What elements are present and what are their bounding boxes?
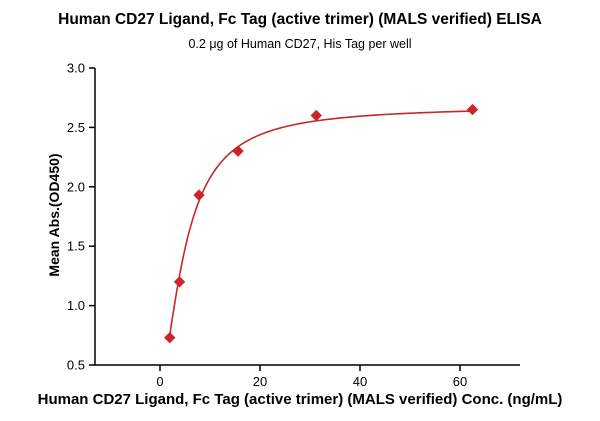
axis-lines (94, 68, 520, 366)
x-tick-label: 0 (156, 374, 163, 389)
y-tick-label: 1.5 (67, 239, 85, 254)
data-point-marker (310, 109, 322, 122)
x-axis-label: Human CD27 Ligand, Fc Tag (active trimer… (37, 391, 563, 408)
chart-subtitle: 0.2 μg of Human CD27, His Tag per well (188, 37, 412, 51)
data-point-marker (164, 331, 176, 344)
x-tick-label: 20 (253, 374, 267, 389)
data-point-marker (193, 189, 205, 201)
y-tick-label: 1.0 (67, 298, 85, 313)
x-tick-label: 60 (453, 374, 467, 389)
y-tick-label: 0.5 (67, 358, 85, 373)
fit-curve (168, 110, 473, 336)
chart-title: Human CD27 Ligand, Fc Tag (active trimer… (58, 11, 542, 28)
data-point-marker (173, 276, 186, 288)
x-tick-label: 40 (353, 374, 367, 389)
y-tick-label: 2.0 (67, 179, 85, 194)
data-point-marker (466, 103, 479, 116)
y-tick-label: 3.0 (67, 61, 85, 76)
y-tick-label: 2.5 (67, 120, 85, 135)
data-point-marker (232, 145, 244, 157)
